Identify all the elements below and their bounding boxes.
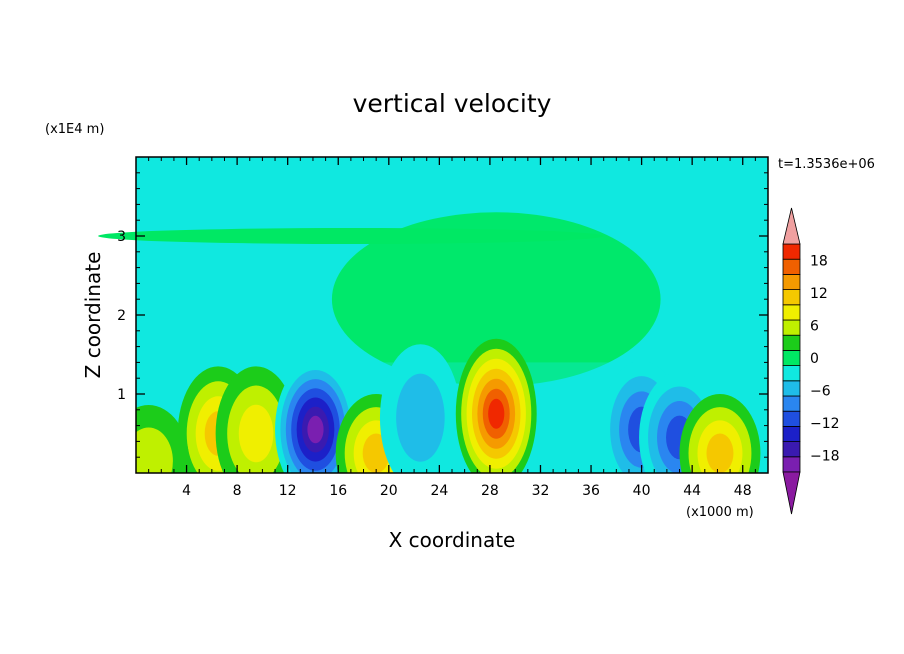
chart-title: vertical velocity [353,89,552,118]
contour-level [136,427,173,473]
plot-area [98,157,768,473]
contour-level [396,373,445,462]
colorbar-segment [782,258,801,275]
colorbar-over-triangle [782,207,801,245]
colorbar-segment [782,410,801,427]
y-tick-label: 1 [117,387,126,403]
field-region [98,228,604,244]
y-axis-title: Z coordinate [81,252,105,379]
field-region [331,212,661,387]
contour-level [488,398,505,429]
contour-blobs [136,338,761,473]
x-axis-title: X coordinate [389,528,516,552]
time-label: t=1.3536e+06 [778,157,875,172]
colorbar-label: −12 [810,416,840,432]
x-tick-label: 32 [532,483,550,499]
x-tick-label: 24 [430,483,448,499]
x-unit-label: (x1000 m) [686,505,754,520]
colorbar-label: −18 [810,449,840,465]
colorbar-label: 12 [810,286,828,302]
colorbar-segment [782,365,801,382]
x-tick-label: 36 [582,483,600,499]
colorbar-segment [782,334,801,351]
colorbar-segment [782,349,801,366]
x-tick-label: 40 [633,483,651,499]
x-axis: 4 8 12 16 20 24 28 32 36 40 44 48 [148,157,756,499]
y-tick-label: 2 [117,308,126,324]
x-tick-label: 16 [329,483,347,499]
y-axis: 1 2 3 [117,172,768,458]
colorbar-segment [782,395,801,412]
colorbar-segment [782,273,801,290]
y-tick-label: 3 [117,229,126,245]
colorbar-segment [782,380,801,397]
colorbar-label: −6 [810,384,831,400]
colorbar-segment [782,456,801,473]
x-tick-label: 28 [481,483,499,499]
colorbar-segment [782,425,801,442]
colorbar-segment [782,319,801,336]
colorbar-label: 18 [810,253,828,269]
y-unit-label: (x1E4 m) [45,122,104,137]
x-tick-label: 44 [683,483,701,499]
colorbar-label: 6 [810,318,819,334]
colorbar-under-triangle [782,471,801,515]
contour-level [238,404,274,463]
colorbar-segment [782,441,801,458]
x-tick-label: 20 [380,483,398,499]
contour-level [706,433,734,473]
colorbar-segment [782,304,801,321]
colorbar: 18 12 6 0 −6 −12 −18 [782,207,840,515]
colorbar-segment [782,243,801,260]
x-tick-label: 48 [734,483,752,499]
x-tick-label: 8 [233,483,242,499]
contour-level [307,415,324,444]
colorbar-label: 0 [810,351,819,367]
colorbar-segment [782,289,801,306]
x-tick-label: 4 [182,483,191,499]
x-tick-label: 12 [279,483,297,499]
